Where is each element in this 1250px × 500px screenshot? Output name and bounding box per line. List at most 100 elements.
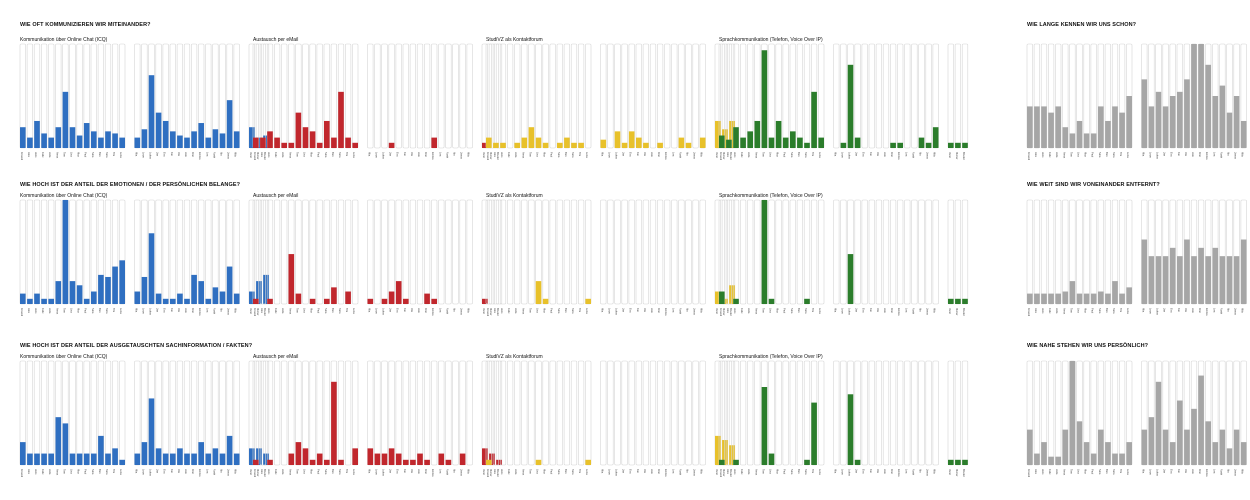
tick-label: Lukas [149,469,153,477]
tick-label: Alex [260,152,264,158]
bar-slot [183,360,191,466]
bar-slot [890,360,897,466]
bar [1184,79,1190,148]
bar-slot [266,199,274,305]
bar-group: Vater Mutter Bruder [947,199,969,316]
tick-label: Alex [726,308,730,314]
bar-slot [621,360,628,466]
tick-label: Kai [1177,308,1181,312]
tick-label: Tom [528,469,532,474]
bar-slot [796,199,803,305]
bar-slot [642,360,650,466]
bar-slot [600,199,607,305]
tick-label: Anna [288,308,292,315]
bar [345,137,351,148]
tick-label: Jonas [460,308,464,316]
bar [628,131,635,148]
bar-slot [840,360,847,466]
tick-label: Jule [1191,469,1195,474]
bar-chart: Freund Alex Jens Felix Julia Anna Tom Lisa Max Pa… [252,360,503,478]
tick-label: Ben [98,308,102,313]
bar [514,142,520,148]
bar-slot [1033,360,1040,466]
bar [1205,256,1211,304]
bar-slot [549,43,556,149]
tick-label: Mia [367,308,371,313]
tick-label: Tom [295,469,299,474]
bar-slot [26,199,33,305]
tick-label: Sara [105,308,109,314]
tick-label: Felix [274,469,278,475]
tick-label: Ben [797,152,801,157]
chart-title: Kommunikation über Online Chat (ICQ) [20,37,108,43]
bar-slot [578,43,585,149]
bar [302,127,309,148]
bar [424,293,430,304]
tick-label: Nina [324,308,328,314]
tick-label: Bruder [496,308,500,316]
tick-label: Ole [177,152,181,157]
tick-label: Emma [897,469,901,477]
tick-label: Jonas [926,152,930,160]
tick-label: Lea [904,152,908,157]
bar [177,293,183,304]
bar-slot [169,199,176,305]
bar-slot [191,360,198,466]
tick-label: Kai [170,152,174,156]
tick-label: Nina [790,308,794,314]
bar [431,298,437,304]
tick-label: Tim [811,469,815,473]
tick-label: Jonas [1234,469,1238,477]
tick-label: Lena [1126,469,1130,475]
tick-label: Mila [234,152,238,157]
bar-slot [699,360,706,466]
tick-label: Ole [643,308,647,313]
tick-label: Freund [1027,469,1031,478]
tick-label: Lukas [382,469,386,477]
bar-slot [897,43,904,149]
bar [1083,442,1090,465]
bar [112,133,118,148]
tick-label: Ben [98,469,102,474]
tick-label: Lea [671,308,675,313]
bar-slot [782,199,789,305]
tick-label: Bruder [729,308,733,316]
bar [643,142,649,148]
tick-label: Finn [1198,469,1202,475]
tick-label: Finn [1198,152,1202,158]
tick-label: Anna [288,469,292,476]
bar [1205,64,1211,148]
bar-slot [718,199,725,305]
bar-slot [635,360,642,466]
tick-label: Kai [403,308,407,312]
bar-slot [614,360,621,466]
bar-group: Mia Leon Lukas Jan Eva Kai Ole Jule Finn Emma Lea N… [833,43,939,160]
tick-label: Jonas [926,469,930,477]
bar [233,453,240,465]
bar [804,298,810,304]
tick-label: Eva [396,152,400,157]
tick-label: Kai [636,308,640,312]
bar-slot [273,43,281,149]
tick-label: Tom [1069,308,1073,313]
tick-label: Nina [1098,152,1102,158]
tick-label: Eva [1170,469,1174,474]
tick-label: Freund [20,308,24,317]
bar-slot [868,43,875,149]
tick-label: Noah [678,152,682,159]
tick-label: Noah [445,308,449,315]
bar [395,281,402,304]
chart-title: StudiVZ als Kontaktforum [486,37,543,43]
tick-label: Lea [205,308,209,313]
tick-label: Ole [876,308,880,313]
tick-label: Noah [445,152,449,159]
bar-slot [1119,199,1126,305]
tick-label: Kai [869,152,873,156]
bar [1169,96,1176,148]
bar [141,129,148,148]
tick-label: Ida [919,469,923,473]
bar-slot [416,43,424,149]
bar [1041,293,1047,304]
bar [112,266,118,304]
bar-group: Freund Alex Jens Felix Julia Anna Tom Lisa Max Pa… [19,43,126,161]
